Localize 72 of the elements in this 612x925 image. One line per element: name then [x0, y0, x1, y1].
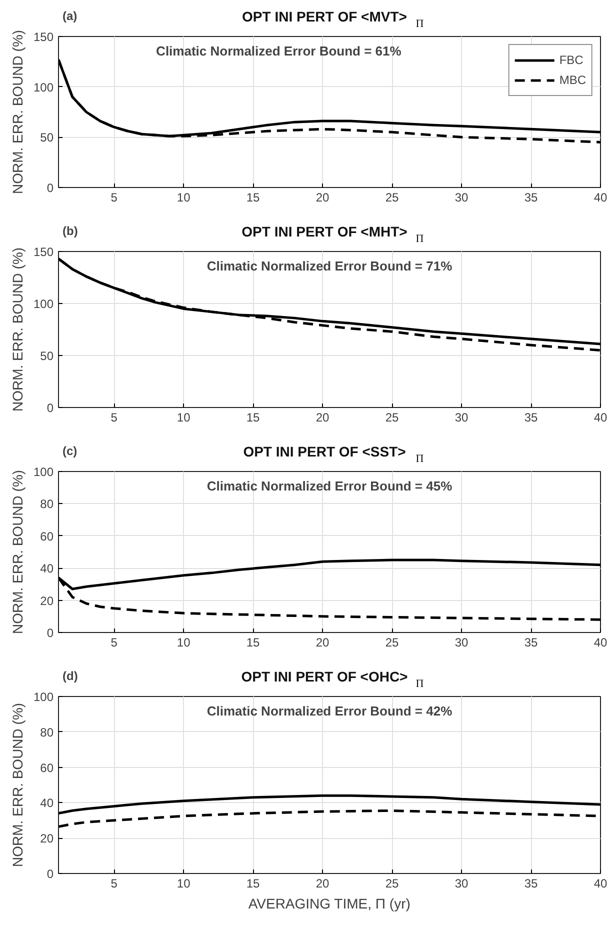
- y-tick-label: 0: [46, 181, 54, 195]
- x-tick-label: 15: [246, 636, 260, 650]
- text: (a): [62, 9, 78, 23]
- x-tick-label: 40: [594, 410, 608, 424]
- text: (d): [62, 669, 78, 683]
- y-axis-title: NORM. ERR. BOUND (%): [9, 470, 26, 634]
- y-tick-label: 100: [33, 690, 54, 704]
- x-tick-label: 5: [110, 410, 118, 424]
- x-tick-label: 25: [385, 636, 400, 650]
- x-tick-label: 40: [594, 190, 608, 204]
- chart-title: OPT INI PERT OF <MVT>Π: [242, 8, 424, 30]
- legend-label: FBC: [559, 53, 584, 67]
- chart-title: OPT INI PERT OF <SST>Π: [243, 444, 424, 465]
- y-tick-label: 50: [40, 130, 54, 145]
- annotation: Climatic Normalized Error Bound = 45%: [206, 478, 453, 494]
- line-series: [58, 794, 600, 815]
- y-tick-label: 150: [33, 245, 54, 259]
- x-tick-label: 25: [385, 410, 400, 424]
- x-tick-label: 5: [110, 876, 118, 890]
- x-tick-label: 5: [110, 190, 118, 204]
- x-tick-label: 20: [316, 410, 330, 424]
- y-tick-label: 60: [40, 529, 54, 544]
- x-tick-label: 25: [385, 190, 400, 204]
- y-tick-label: 0: [46, 626, 54, 640]
- x-tick-label: 15: [246, 410, 260, 424]
- x-tick-label: 5: [110, 636, 118, 650]
- y-axis-title: NORM. ERR. BOUND (%): [9, 247, 26, 412]
- y-tick-label: 60: [40, 760, 54, 775]
- x-tick-label: 30: [454, 190, 469, 204]
- y-tick-label: 100: [33, 465, 54, 479]
- chart-title: OPT INI PERT OF <OHC>Π: [241, 668, 424, 690]
- text: (c): [62, 444, 78, 458]
- annotation: Climatic Normalized Error Bound = 61%: [156, 44, 402, 58]
- x-tick-label: 10: [176, 190, 191, 204]
- y-tick-label: 100: [33, 80, 54, 94]
- x-tick-label: 40: [594, 876, 608, 890]
- y-tick-label: 0: [46, 867, 54, 881]
- x-tick-label: 20: [316, 190, 330, 204]
- x-tick-label: 10: [176, 410, 191, 424]
- y-tick-label: 100: [33, 297, 54, 311]
- x-tick-label: 10: [176, 636, 191, 650]
- annotation: Climatic Normalized Error Bound = 71%: [206, 258, 453, 274]
- y-tick-label: 40: [40, 562, 54, 576]
- chart-title: OPT INI PERT OF <MHT>Π: [242, 224, 424, 245]
- y-tick-label: 20: [40, 594, 54, 608]
- x-tick-label: 35: [524, 636, 538, 650]
- x-tick-label: 30: [454, 636, 469, 650]
- x-tick-label: 20: [316, 636, 330, 650]
- y-tick-label: 80: [40, 725, 54, 740]
- y-axis-title: NORM. ERR. BOUND (%): [9, 702, 26, 868]
- x-tick-label: 40: [594, 636, 608, 650]
- text: (b): [62, 224, 78, 238]
- x-tick-label: 30: [454, 876, 469, 890]
- y-tick-label: 50: [40, 349, 54, 363]
- x-tick-label: 10: [176, 876, 191, 890]
- y-tick-label: 80: [40, 497, 54, 512]
- x-tick-label: 15: [246, 876, 260, 890]
- y-tick-label: 0: [46, 401, 54, 415]
- x-tick-label: 25: [385, 876, 400, 890]
- legend-label: MBC: [559, 73, 586, 87]
- x-tick-label: 35: [524, 410, 538, 424]
- y-axis-title: NORM. ERR. BOUND (%): [9, 30, 26, 194]
- annotation: Climatic Normalized Error Bound = 42%: [206, 704, 453, 718]
- y-tick-label: 150: [33, 30, 54, 44]
- x-tick-label: 20: [316, 876, 330, 890]
- x-tick-label: 30: [454, 410, 469, 424]
- x-tick-label: 15: [246, 190, 260, 204]
- x-axis-title: AVERAGING TIME, Π (yr): [248, 896, 410, 912]
- y-tick-label: 20: [40, 832, 54, 846]
- x-tick-label: 35: [524, 190, 538, 204]
- x-tick-label: 35: [524, 876, 538, 890]
- y-tick-label: 40: [40, 796, 54, 810]
